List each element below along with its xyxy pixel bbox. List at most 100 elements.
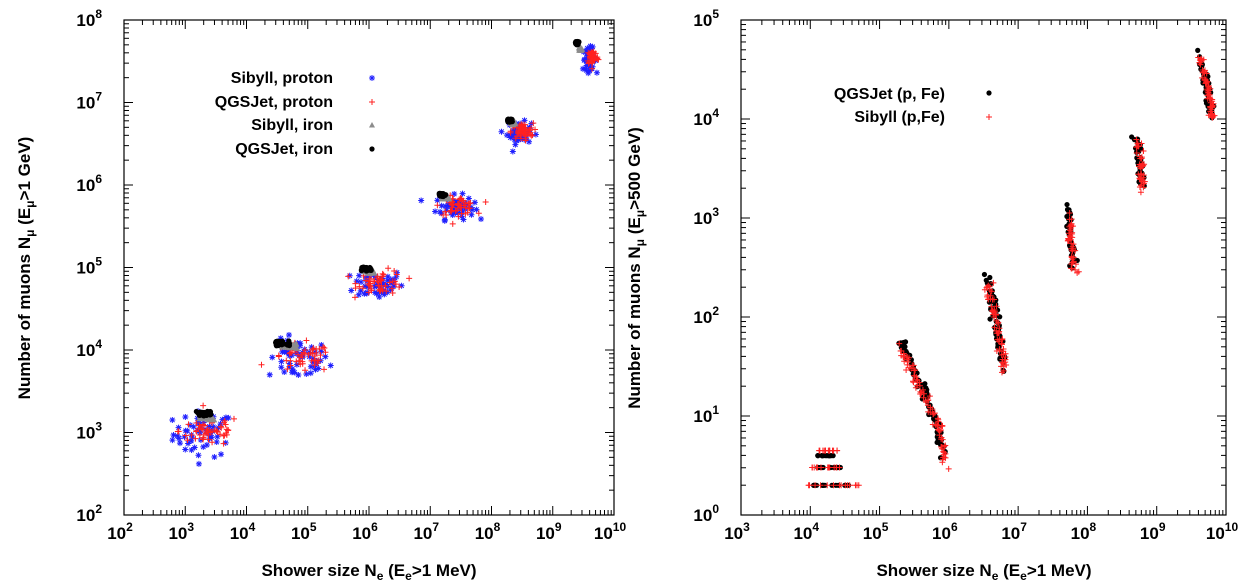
right-data-point	[815, 453, 821, 459]
left-data-point	[309, 359, 316, 366]
left-data-point	[391, 276, 398, 283]
left-data-point	[393, 271, 400, 278]
right-x-tick-label: 103	[724, 520, 750, 543]
left-data-point	[509, 148, 516, 155]
left-data-point	[204, 426, 211, 433]
right-data-point	[939, 423, 946, 430]
right-data-point	[1133, 149, 1140, 156]
left-y-tick-label: 105	[76, 255, 102, 278]
left-data-point	[222, 439, 229, 446]
left-x-tick-label: 107	[413, 520, 439, 543]
right-data-point	[830, 482, 837, 489]
left-data-point	[465, 200, 472, 207]
left-data-point	[193, 419, 200, 426]
left-data-point	[176, 440, 183, 447]
right-data-point	[816, 447, 823, 454]
left-data-point	[170, 432, 177, 439]
right-y-tick-label: 104	[693, 106, 719, 129]
left-data-point	[507, 132, 514, 139]
left-data-point	[362, 277, 369, 284]
right-data-point	[1205, 112, 1212, 119]
left-data-point	[457, 204, 464, 211]
left-y-tick-label: 103	[76, 420, 102, 443]
left-data-point	[352, 280, 359, 287]
left-data-point	[584, 52, 591, 59]
left-data-point	[438, 191, 444, 197]
left-data-point	[287, 362, 294, 369]
left-data-point	[303, 337, 310, 344]
left-data-point	[438, 202, 445, 209]
left-x-tick-label: 1010	[594, 520, 627, 543]
right-data-point	[830, 453, 836, 459]
left-data-point	[184, 437, 191, 444]
left-data-point	[503, 132, 510, 139]
left-data-point	[286, 363, 293, 370]
right-data-point	[1072, 261, 1079, 268]
right-data-point	[984, 292, 991, 299]
right-data-point	[1064, 206, 1071, 213]
left-data-point	[200, 419, 207, 426]
left-data-point	[188, 446, 195, 453]
left-data-point	[392, 281, 399, 288]
left-data-point	[441, 217, 448, 224]
left-data-point	[455, 209, 462, 216]
left-data-point	[194, 427, 201, 434]
right-data-point	[993, 303, 1000, 310]
right-data-point	[1209, 96, 1216, 103]
right-data-point	[935, 427, 942, 434]
right-data-point	[1134, 143, 1141, 150]
right-x-tick-label: 1010	[1206, 520, 1239, 543]
left-data-point	[382, 281, 389, 288]
right-data-point	[908, 357, 914, 363]
right-legend: QGSJet (p, Fe) Sibyll (p,Fe)	[834, 86, 992, 126]
left-data-point	[577, 44, 584, 50]
left-data-point	[446, 200, 453, 207]
left-data-point	[281, 369, 288, 376]
left-data-point	[451, 190, 458, 197]
left-y-tick-label: 108	[76, 7, 102, 30]
left-data-point	[593, 55, 600, 62]
left-data-point	[181, 433, 188, 440]
right-data-point	[1069, 247, 1076, 254]
right-data-point	[1137, 189, 1144, 196]
left-data-point	[185, 421, 192, 428]
left-legend-label-2: Sibyll, iron	[251, 117, 333, 134]
left-legend-label-1: QGSJet, proton	[215, 94, 333, 111]
left-data-point	[174, 428, 181, 435]
right-data-point	[1075, 268, 1082, 275]
left-data-point	[367, 266, 373, 272]
left-series-1	[174, 48, 602, 447]
right-data-point	[921, 390, 928, 397]
left-data-point	[196, 422, 203, 429]
left-data-point	[203, 428, 210, 435]
left-data-point	[199, 426, 206, 433]
right-data-point	[919, 386, 926, 393]
right-data-point	[918, 389, 925, 396]
left-data-point	[513, 137, 520, 144]
left-data-point	[579, 65, 586, 72]
left-data-point	[310, 345, 317, 352]
left-data-point	[275, 352, 282, 359]
left-data-point	[303, 371, 310, 377]
left-data-point	[321, 344, 328, 351]
left-data-point	[277, 335, 284, 342]
left-data-point	[379, 270, 386, 277]
left-data-point	[525, 129, 532, 136]
left-data-point	[312, 366, 319, 373]
left-data-point	[225, 427, 232, 434]
right-data-point	[1069, 256, 1076, 263]
right-legend-marker	[986, 114, 992, 120]
right-data-point	[1136, 175, 1143, 182]
right-data-point	[981, 286, 988, 293]
left-data-point	[206, 423, 213, 430]
right-data-point	[1140, 147, 1147, 154]
left-data-point	[478, 216, 485, 223]
left-data-point	[384, 273, 391, 280]
left-data-point	[275, 342, 281, 348]
left-data-point	[190, 423, 197, 430]
left-data-point	[361, 290, 368, 297]
right-data-point	[1138, 155, 1145, 162]
left-data-point	[284, 365, 291, 372]
left-data-point	[309, 346, 316, 353]
